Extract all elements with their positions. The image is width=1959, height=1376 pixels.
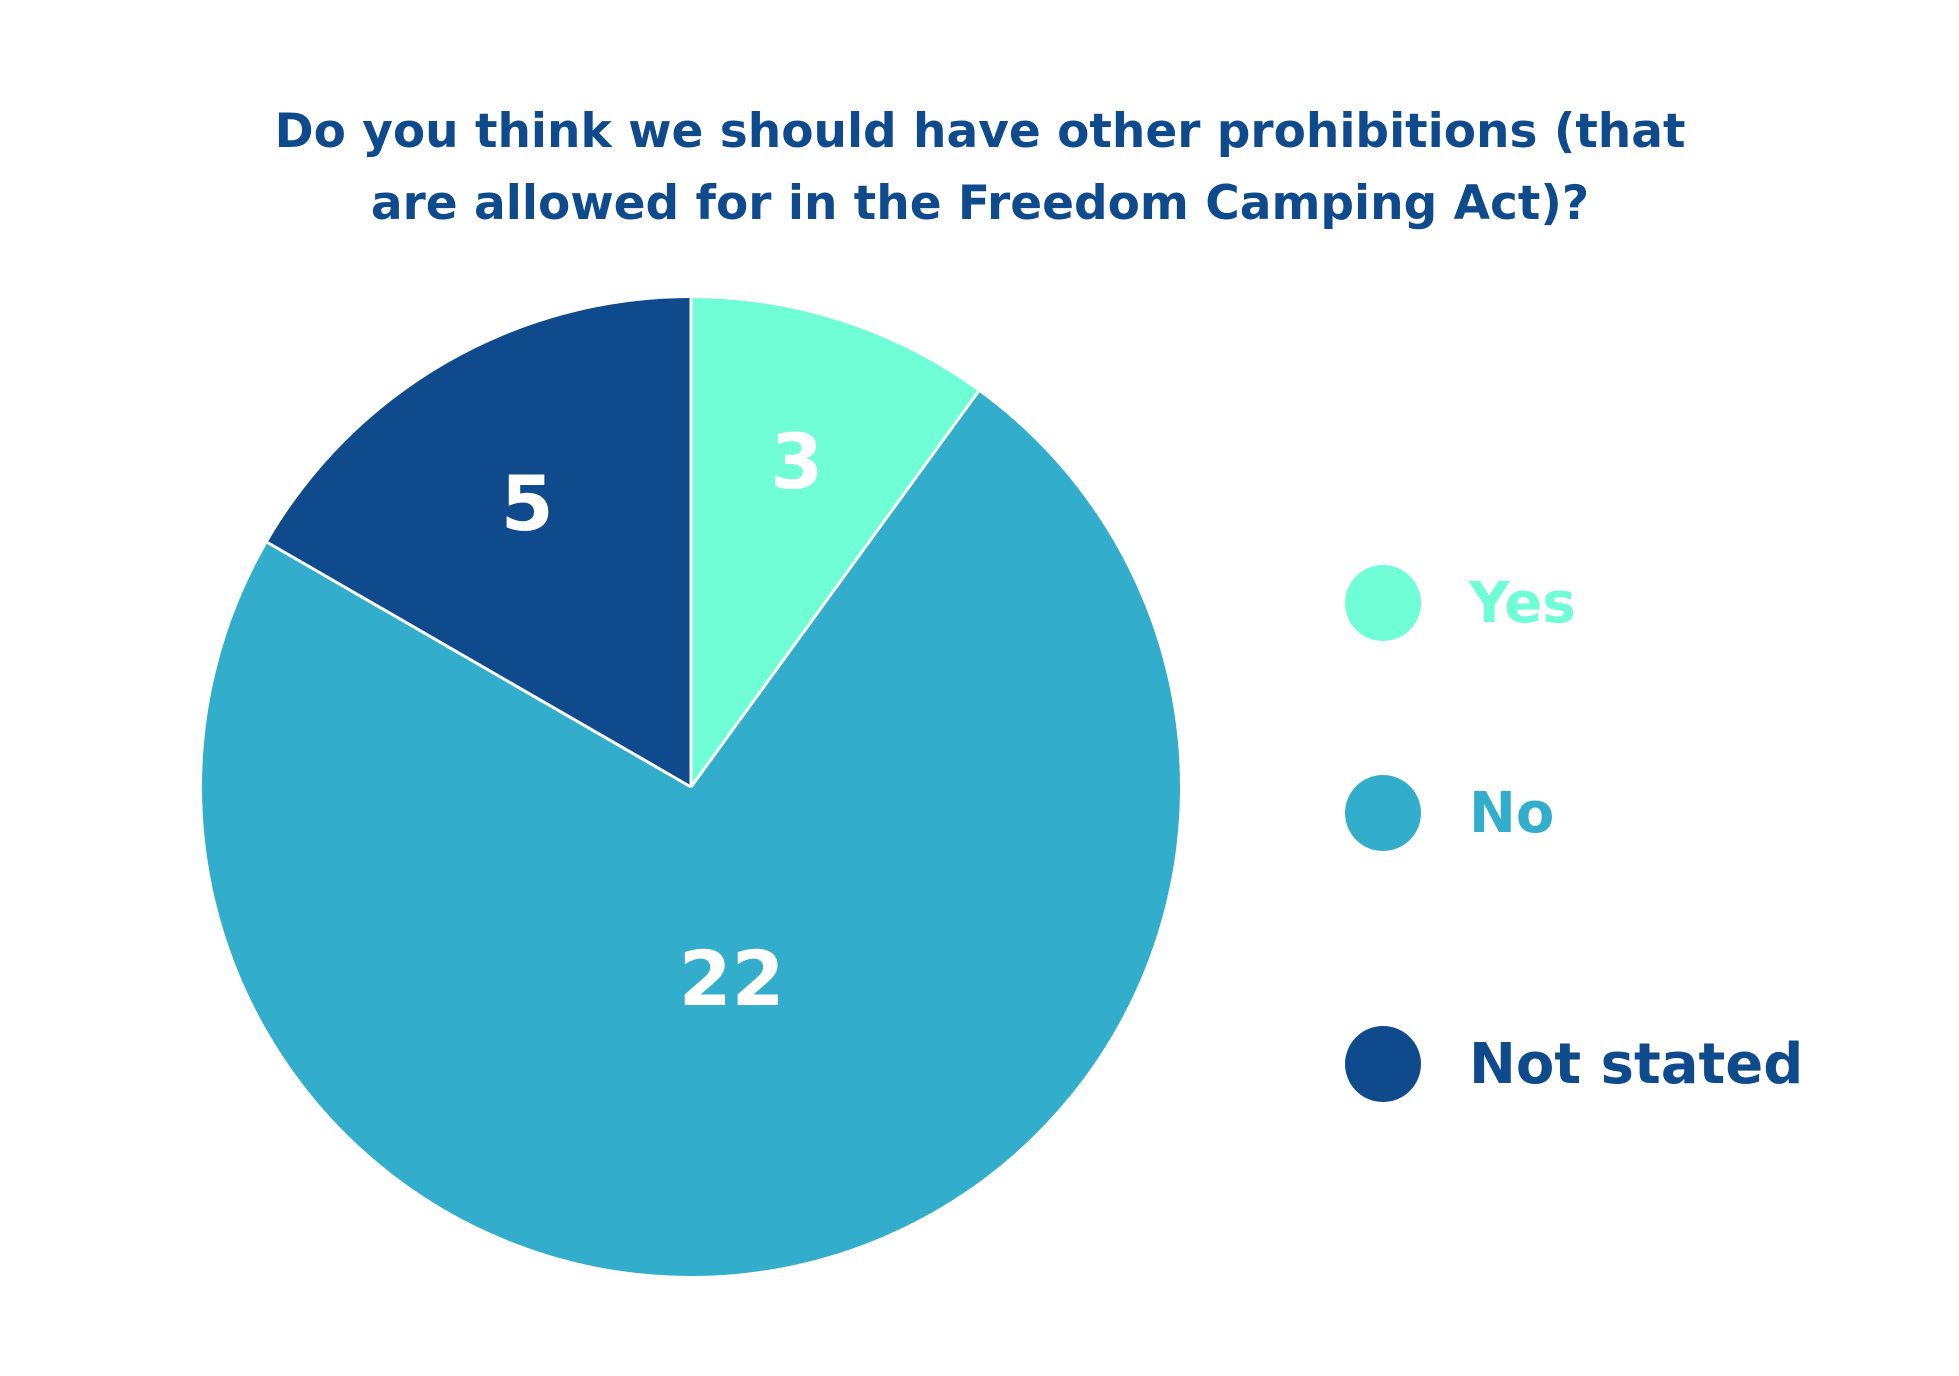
- chart-title-line-2: are allowed for in the Freedom Camping A…: [370, 176, 1590, 231]
- pie-slice-not-stated: [267, 298, 691, 787]
- data-label-yes: 3: [770, 417, 823, 506]
- pie-slice-no: [201, 391, 1180, 1277]
- legend-item-no: No: [1345, 775, 1554, 851]
- chart-title-line-1: Do you think we should have other prohib…: [274, 104, 1686, 159]
- legend-label-yes: Yes: [1469, 570, 1576, 636]
- legend-swatch-not-stated: [1345, 1026, 1421, 1102]
- slice-separator: [689, 390, 980, 788]
- legend-label-no: No: [1469, 780, 1555, 846]
- legend-swatch-yes: [1345, 565, 1421, 641]
- legend-item-yes: Yes: [1345, 565, 1576, 641]
- legend-item-not-stated: Not stated: [1345, 1026, 1803, 1102]
- pie-slice-yes: [691, 298, 979, 787]
- slice-separator: [266, 541, 692, 789]
- legend-label-not-stated: Not stated: [1469, 1031, 1804, 1097]
- data-label-no: 22: [679, 934, 785, 1023]
- data-label-not-stated: 5: [501, 459, 554, 548]
- legend-swatch-no: [1345, 775, 1421, 851]
- chart-title: Do you think we should have other prohib…: [230, 96, 1730, 240]
